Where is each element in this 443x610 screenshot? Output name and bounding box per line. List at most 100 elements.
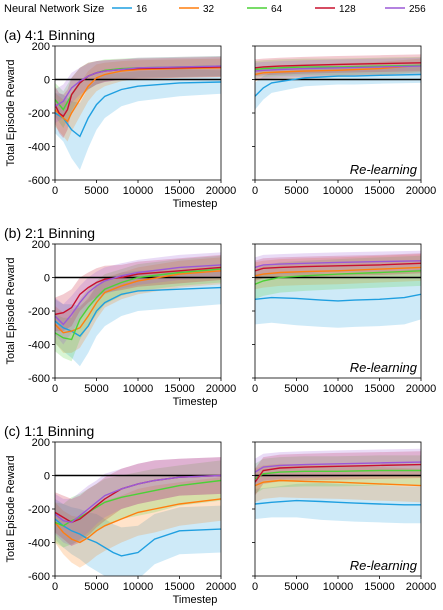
x-tick-label: 5000 xyxy=(284,383,308,395)
legend-title: Neural Network Size xyxy=(4,3,104,15)
panel-3: 0 5000 10000 15000 20000 xyxy=(252,243,437,395)
band-256 xyxy=(55,457,221,546)
series-line-32 xyxy=(55,498,221,544)
series-line-256 xyxy=(255,260,421,269)
x-tick-label: 0 xyxy=(252,185,258,197)
band-256 xyxy=(255,250,421,278)
x-tick-label: 5000 xyxy=(84,581,108,593)
series-line-128 xyxy=(255,463,421,483)
band-32 xyxy=(255,463,421,503)
legend: Neural Network Size 16 32 64 128 256 xyxy=(4,3,426,15)
band-64 xyxy=(55,56,221,129)
y-tick-label: 0 xyxy=(44,471,50,483)
x-tick-label: 20000 xyxy=(206,581,237,593)
x-tick-label: 20000 xyxy=(406,581,437,593)
x-tick-label: 15000 xyxy=(164,185,195,197)
x-tick-label: 20000 xyxy=(406,383,437,395)
legend-label-256: 256 xyxy=(409,4,426,15)
x-tick-label: 10000 xyxy=(123,383,154,395)
relearning-label: Re-learning xyxy=(350,162,418,177)
y-axis-label: Total Episode Reward xyxy=(5,59,17,166)
x-tick-label: 15000 xyxy=(364,383,395,395)
x-tick-label: 20000 xyxy=(406,185,437,197)
series-line-32 xyxy=(55,270,221,334)
band-256 xyxy=(55,252,221,345)
panel-4: 0 5000 10000 15000 20000 -600 -400 -200 0 200 xyxy=(28,437,236,593)
x-tick-label: 0 xyxy=(52,185,58,197)
series-line-64 xyxy=(255,64,421,71)
x-tick-label: 15000 xyxy=(364,185,395,197)
series-line-256 xyxy=(55,65,221,107)
series-line-32 xyxy=(55,67,221,123)
band-16 xyxy=(55,69,221,170)
y-tick-label: -200 xyxy=(28,108,50,120)
y-tick-label: 200 xyxy=(32,437,50,449)
panel-plot-area xyxy=(255,448,421,524)
x-axis-label: Timestep xyxy=(173,396,218,408)
y-axis-label: Total Episode Reward xyxy=(5,257,17,364)
series-line-128 xyxy=(255,262,421,272)
series-line-128 xyxy=(55,266,221,316)
panel-plot-area xyxy=(55,56,221,170)
legend-label-64: 64 xyxy=(271,4,283,15)
y-tick-label: 200 xyxy=(32,239,50,251)
series-line-256 xyxy=(255,461,421,473)
x-tick-label: 5000 xyxy=(284,185,308,197)
x-tick-label: 10000 xyxy=(323,185,354,197)
panel-plot-area xyxy=(55,457,221,576)
row-title: (c) 1:1 Binning xyxy=(4,423,94,439)
series-line-16 xyxy=(55,286,221,338)
band-64 xyxy=(55,460,221,548)
series-line-16 xyxy=(255,499,421,506)
band-16 xyxy=(55,498,221,576)
band-128 xyxy=(55,457,221,546)
row-title: (a) 4:1 Binning xyxy=(4,27,95,43)
series-line-32 xyxy=(255,479,421,487)
x-tick-label: 15000 xyxy=(164,581,195,593)
panel-plot-area xyxy=(255,250,421,328)
x-tick-label: 0 xyxy=(252,581,258,593)
y-axis-label: Total Episode Reward xyxy=(5,455,17,562)
series-line-16 xyxy=(255,73,421,97)
x-tick-label: 0 xyxy=(52,383,58,395)
panel-plot-area xyxy=(255,54,421,110)
y-tick-label: -400 xyxy=(28,142,50,154)
row-title: (b) 2:1 Binning xyxy=(4,225,95,241)
y-tick-label: 200 xyxy=(32,41,50,53)
series-line-32 xyxy=(255,266,421,277)
band-32 xyxy=(55,257,221,353)
series-line-16 xyxy=(255,293,421,302)
relearning-label: Re-learning xyxy=(350,360,418,375)
y-tick-label: -600 xyxy=(28,175,50,187)
x-tick-label: 0 xyxy=(252,383,258,395)
x-tick-label: 15000 xyxy=(364,581,395,593)
y-tick-label: -600 xyxy=(28,571,50,583)
y-tick-label: -400 xyxy=(28,340,50,352)
series-line-64 xyxy=(255,270,421,285)
x-tick-label: 15000 xyxy=(164,383,195,395)
x-tick-label: 20000 xyxy=(206,383,237,395)
x-tick-label: 20000 xyxy=(206,185,237,197)
legend-label-16: 16 xyxy=(136,4,148,15)
x-tick-label: 10000 xyxy=(123,185,154,197)
panel-1: 0 5000 10000 15000 20000 xyxy=(252,45,437,197)
y-tick-label: 0 xyxy=(44,273,50,285)
legend-label-128: 128 xyxy=(339,4,356,15)
x-tick-label: 10000 xyxy=(323,581,354,593)
band-128 xyxy=(255,253,421,281)
x-tick-label: 10000 xyxy=(323,383,354,395)
panel-5: 0 5000 10000 15000 20000 xyxy=(252,441,437,593)
band-32 xyxy=(55,477,221,568)
series-line-256 xyxy=(55,264,221,326)
chart-rows: 0 5000 10000 15000 20000-600-400-2000200(a) … xyxy=(4,27,436,606)
y-tick-label: -200 xyxy=(28,504,50,516)
x-axis-label: Timestep xyxy=(173,198,218,210)
series-line-32 xyxy=(255,64,421,76)
series-line-128 xyxy=(255,62,421,69)
band-16 xyxy=(55,270,221,367)
legend-label-32: 32 xyxy=(203,4,215,15)
x-tick-label: 5000 xyxy=(284,581,308,593)
y-tick-label: -200 xyxy=(28,306,50,318)
band-16 xyxy=(255,483,421,524)
